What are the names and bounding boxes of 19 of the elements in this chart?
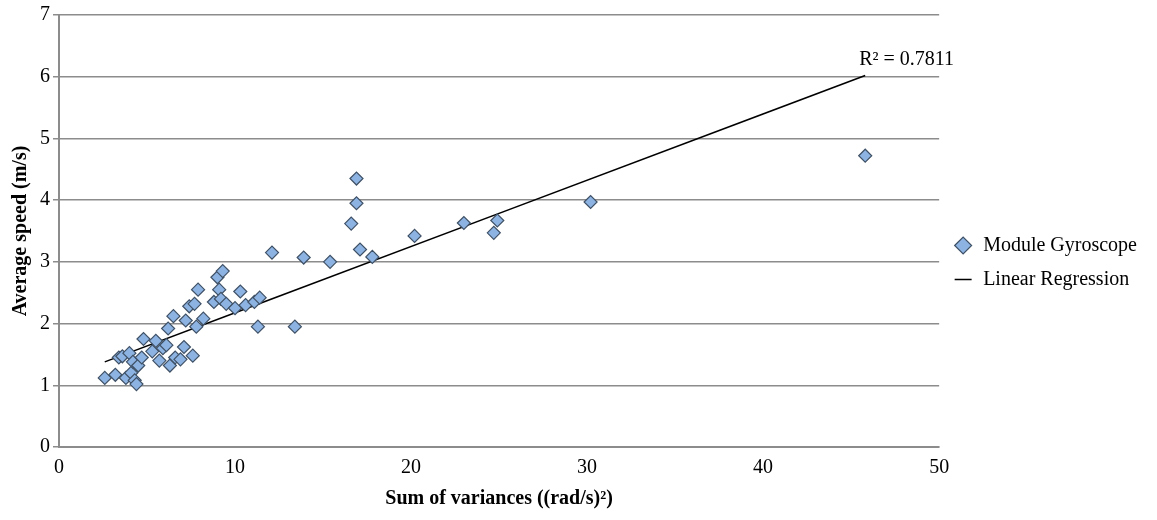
x-tick-label: 0 (54, 455, 64, 478)
y-tick-label: 1 (40, 372, 50, 395)
x-tick-label: 20 (401, 455, 422, 478)
x-axis-title: Sum of variances ((rad/s)²) (385, 486, 613, 510)
y-axis-title: Average speed (m/s) (8, 145, 32, 317)
y-tick-label: 4 (40, 187, 50, 210)
y-tick-label: 5 (40, 125, 50, 148)
legend-label: Linear Regression (983, 266, 1130, 290)
x-tick-label: 10 (225, 455, 246, 478)
legend-label: Module Gyroscope (983, 232, 1138, 256)
y-tick-label: 3 (40, 249, 50, 272)
y-tick-label: 2 (40, 310, 50, 333)
x-tick-label: 40 (753, 455, 774, 478)
x-tick-label: 30 (577, 455, 598, 478)
x-tick-label: 50 (929, 455, 950, 478)
y-tick-label: 7 (40, 2, 50, 25)
y-tick-label: 0 (40, 434, 50, 457)
annotation: R² = 0.7811 (859, 46, 955, 69)
y-tick-label: 6 (40, 63, 50, 86)
